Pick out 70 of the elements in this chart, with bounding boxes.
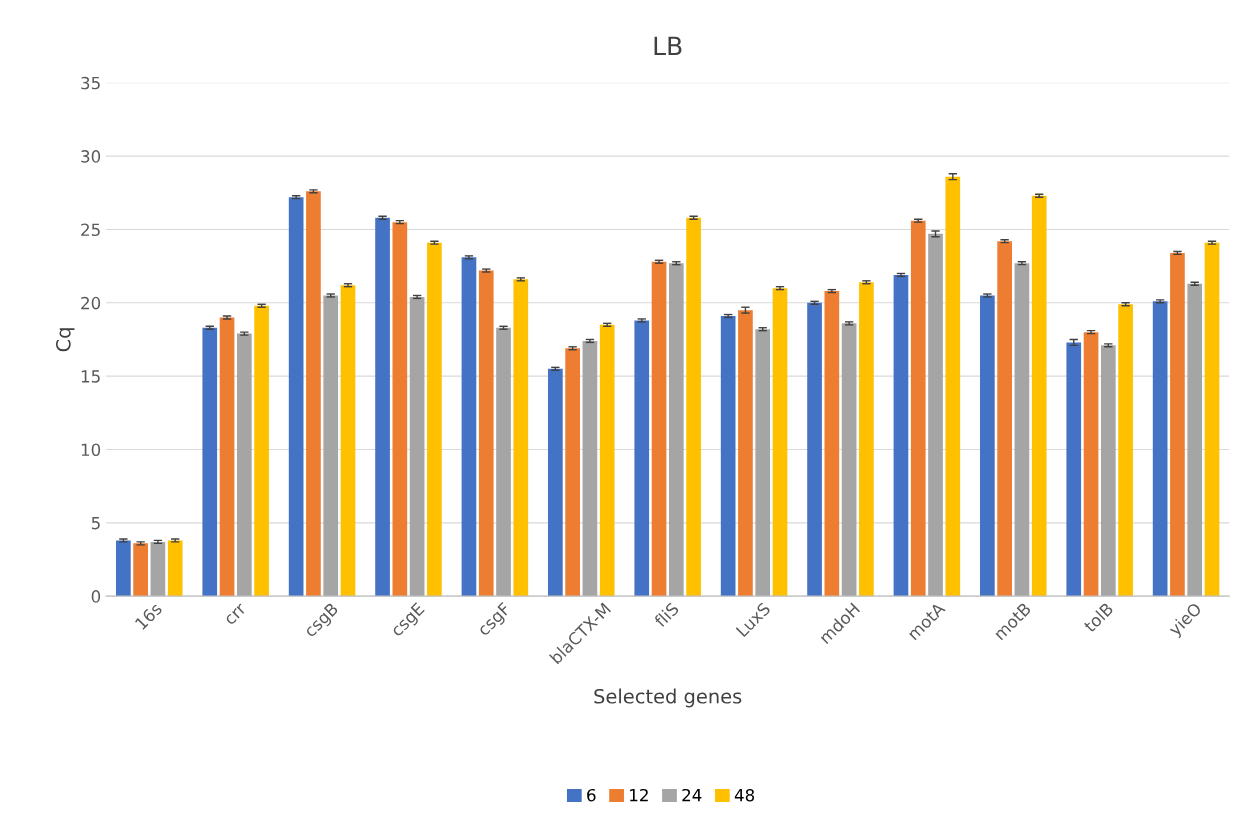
- y-tick-label: 0: [91, 590, 101, 603]
- bar: [824, 291, 840, 597]
- bar: [150, 541, 166, 597]
- bar: [1066, 342, 1082, 597]
- bar: [478, 270, 494, 597]
- bar: [772, 288, 788, 597]
- bar: [807, 302, 822, 597]
- bar: [893, 274, 909, 597]
- bar: [133, 543, 148, 597]
- legend-label: 48: [734, 788, 755, 802]
- bar: [980, 295, 995, 597]
- x-tick-label: 16s: [134, 601, 163, 630]
- bar: [254, 305, 269, 597]
- legend-label: 6: [587, 788, 596, 802]
- bar: [219, 317, 235, 597]
- bar: [548, 368, 563, 597]
- bar: [236, 333, 252, 597]
- bar: [340, 285, 356, 597]
- bar: [427, 242, 442, 597]
- x-axis-title: Selected genes: [594, 688, 742, 708]
- y-tick-label: 10: [81, 443, 101, 457]
- bar: [1152, 301, 1168, 597]
- bar: [116, 540, 131, 597]
- y-tick-label: 30: [81, 150, 101, 163]
- bar: [1083, 332, 1099, 597]
- bar: [1014, 263, 1030, 597]
- y-tick-label: 20: [81, 296, 101, 310]
- bar: [1031, 195, 1047, 597]
- bar: [1170, 252, 1185, 597]
- bar: [288, 197, 304, 597]
- legend-label: 12: [630, 788, 648, 802]
- bar: [945, 176, 961, 597]
- legend-label: 24: [682, 788, 702, 802]
- bar: [409, 296, 425, 597]
- chart-title: LB: [654, 36, 682, 56]
- bar: [306, 191, 321, 597]
- bar: [928, 233, 943, 597]
- y-axis-title: Cq: [55, 328, 75, 352]
- y-tick-label: 25: [81, 223, 100, 237]
- bar: [841, 323, 857, 597]
- bar: [461, 257, 477, 597]
- bar: [1100, 345, 1116, 597]
- bar: [910, 220, 926, 597]
- bar: [375, 217, 390, 597]
- bar: [720, 316, 736, 597]
- x-tick-label: crr: [225, 603, 248, 626]
- bar: [565, 348, 580, 597]
- bar: [167, 540, 183, 597]
- y-tick-label: 15: [81, 370, 100, 383]
- bar: [634, 320, 650, 597]
- y-tick-label: 5: [91, 517, 100, 530]
- x-tick-label: fliS: [653, 601, 680, 629]
- bar: [997, 241, 1012, 597]
- bar: [755, 329, 771, 597]
- bar: [513, 279, 529, 597]
- bar: [668, 263, 684, 597]
- bar: [1187, 283, 1203, 597]
- bar: [686, 217, 701, 597]
- bar: [1204, 242, 1220, 597]
- bar: [651, 261, 667, 597]
- bar: [323, 295, 339, 597]
- bar: [496, 327, 511, 597]
- bar: [599, 324, 615, 597]
- bar: [859, 282, 874, 597]
- bar: [738, 310, 753, 597]
- bar: [582, 340, 598, 597]
- y-tick-label: 35: [81, 76, 100, 90]
- bar: [392, 222, 408, 597]
- bar: [1118, 304, 1133, 597]
- bar: [202, 327, 218, 597]
